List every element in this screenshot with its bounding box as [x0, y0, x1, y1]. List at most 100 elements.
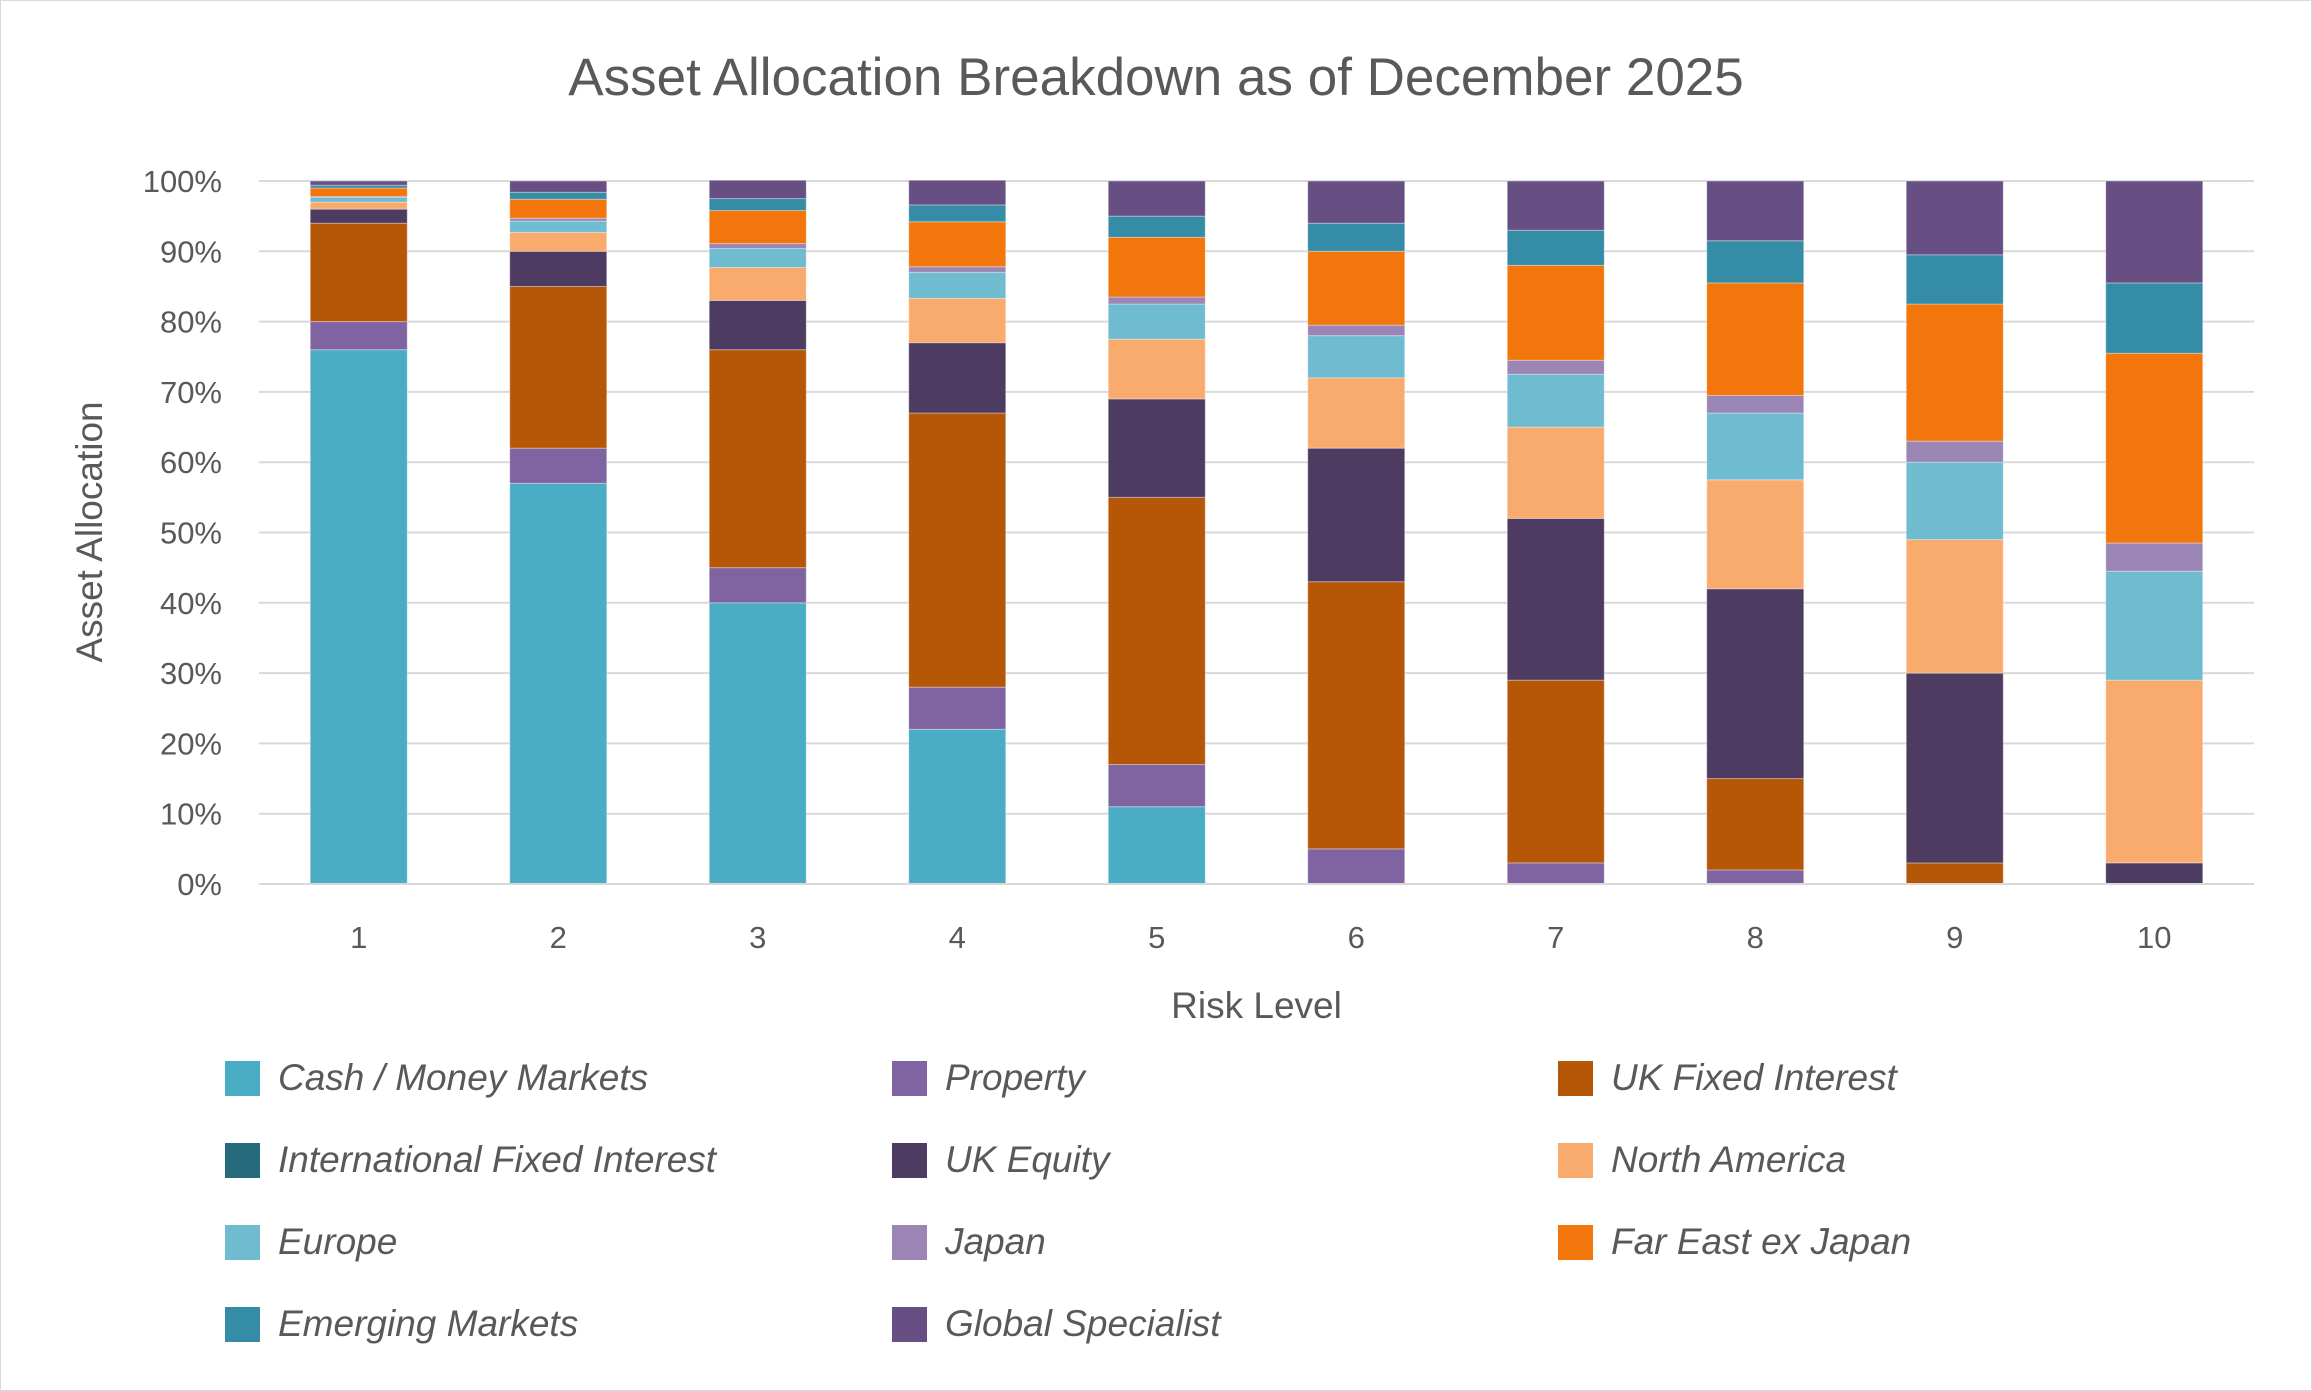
bar-segment-emerging-markets-4	[908, 204, 1007, 223]
bar-segment-global-specialist-5	[1107, 180, 1206, 217]
bar-segment-europe-9	[1905, 461, 2004, 541]
y-tick-label: 0%	[177, 867, 222, 902]
bar-segment-uk-fixed-interest-6	[1307, 581, 1406, 850]
x-axis-label: Risk Level	[1171, 985, 1342, 1026]
bar-segment-uk-equity-3	[708, 300, 807, 351]
x-tick-label: 8	[1747, 920, 1764, 955]
x-tick-label: 9	[1946, 920, 1963, 955]
bar-segment-cash-money-markets-4	[908, 728, 1007, 885]
legend-label: International Fixed Interest	[278, 1139, 717, 1180]
bar-segment-north-america-7	[1506, 426, 1605, 519]
legend-item: Emerging Markets	[225, 1303, 578, 1345]
y-tick-label: 70%	[160, 375, 222, 410]
bar-segment-uk-equity-9	[1905, 672, 2004, 864]
bar-segment-uk-equity-8	[1706, 588, 1805, 780]
bar-segment-europe-2	[509, 220, 608, 233]
bar-segment-property-5	[1107, 763, 1206, 808]
legend-item: UK Equity	[892, 1139, 1110, 1181]
bar-segment-uk-equity-5	[1107, 398, 1206, 498]
bar-segment-japan-8	[1706, 394, 1805, 414]
bar-segment-europe-1	[309, 196, 408, 203]
bar-segment-property-8	[1706, 869, 1805, 885]
legend-label: UK Fixed Interest	[1611, 1057, 1897, 1098]
bar-segment-japan-6	[1307, 324, 1406, 337]
y-tick-label: 20%	[160, 726, 222, 761]
legend-swatch	[1558, 1224, 1593, 1260]
bar-segment-north-america-4	[908, 297, 1007, 344]
y-tick-label: 40%	[160, 586, 222, 621]
bar-segment-north-america-5	[1107, 338, 1206, 400]
legend-swatch	[225, 1306, 260, 1342]
y-tick-label: 50%	[160, 516, 222, 551]
y-tick-label: 100%	[143, 164, 222, 199]
bar-segment-global-specialist-3	[708, 179, 807, 200]
bar-segment-uk-fixed-interest-9	[1905, 862, 2004, 885]
bar-segment-cash-money-markets-3	[708, 602, 807, 885]
bar-segment-europe-6	[1307, 335, 1406, 379]
bar-segment-europe-3	[708, 247, 807, 268]
legend-swatch	[1558, 1142, 1593, 1178]
legend-label: Cash / Money Markets	[278, 1057, 649, 1098]
legend-item: UK Fixed Interest	[1558, 1057, 1897, 1099]
legend-label: Europe	[278, 1221, 398, 1262]
bar-segment-global-specialist-2	[509, 180, 608, 193]
legend-swatch	[225, 1224, 260, 1260]
bar-segment-japan-5	[1107, 296, 1206, 305]
bar-segment-uk-fixed-interest-3	[708, 349, 807, 569]
bar-segment-uk-equity-2	[509, 250, 608, 287]
legend-swatch	[225, 1142, 260, 1178]
bar-segment-uk-equity-4	[908, 342, 1007, 414]
legend-label: Japan	[945, 1221, 1046, 1262]
bar-segment-europe-7	[1506, 373, 1605, 428]
y-tick-label: 80%	[160, 305, 222, 340]
bar-segment-uk-fixed-interest-8	[1706, 778, 1805, 871]
bar-segment-far-east-ex-japan-1	[309, 187, 408, 197]
chart-title: Asset Allocation Breakdown as of Decembe…	[568, 48, 1744, 107]
bar-segment-far-east-ex-japan-5	[1107, 236, 1206, 298]
legend-swatch	[1558, 1060, 1593, 1096]
x-tick-label: 3	[749, 920, 766, 955]
bar-segment-north-america-3	[708, 266, 807, 302]
legend-item: Japan	[892, 1221, 1046, 1263]
legend-label: North America	[1611, 1139, 1847, 1180]
x-tick-label: 6	[1348, 920, 1365, 955]
bar-segment-uk-equity-10	[2105, 862, 2204, 885]
legend-label: Emerging Markets	[278, 1303, 579, 1344]
bar-segment-emerging-markets-2	[509, 191, 608, 200]
legend-label: Far East ex Japan	[1611, 1221, 1912, 1262]
bar-segment-north-america-1	[309, 201, 408, 210]
bar-segment-cash-money-markets-5	[1107, 806, 1206, 885]
bar-segment-far-east-ex-japan-7	[1506, 264, 1605, 361]
bar-segment-cash-money-markets-1	[309, 349, 408, 885]
bar-segment-japan-9	[1905, 440, 2004, 463]
x-tick-label: 2	[550, 920, 567, 955]
bar-segment-uk-equity-6	[1307, 447, 1406, 583]
legend-swatch	[892, 1060, 927, 1096]
bar-segment-far-east-ex-japan-8	[1706, 282, 1805, 396]
x-tick-label: 5	[1148, 920, 1165, 955]
bar-segment-japan-10	[2105, 542, 2204, 572]
bar-segment-japan-7	[1506, 359, 1605, 375]
bar-segment-uk-fixed-interest-5	[1107, 496, 1206, 765]
bar-segment-japan-3	[708, 243, 807, 249]
bar-segment-property-2	[509, 447, 608, 484]
bar-segment-far-east-ex-japan-2	[509, 198, 608, 219]
x-tick-label: 4	[949, 920, 966, 955]
bar-segment-europe-10	[2105, 570, 2204, 681]
bar-segment-global-specialist-9	[1905, 180, 2004, 256]
bar-segment-property-4	[908, 686, 1007, 730]
y-tick-label: 10%	[160, 797, 222, 832]
bar-segment-global-specialist-10	[2105, 180, 2204, 284]
bar-segment-property-3	[708, 567, 807, 604]
bar-segment-north-america-8	[1706, 479, 1805, 590]
bar-segment-uk-equity-1	[309, 208, 408, 224]
bar-segment-north-america-6	[1307, 377, 1406, 449]
bar-segment-emerging-markets-6	[1307, 222, 1406, 252]
legend-swatch	[892, 1306, 927, 1342]
bar-segment-emerging-markets-9	[1905, 254, 2004, 305]
bar-segment-europe-8	[1706, 412, 1805, 481]
y-tick-label: 90%	[160, 234, 222, 269]
bar-segment-far-east-ex-japan-4	[908, 221, 1007, 268]
legend-label: Global Specialist	[945, 1303, 1221, 1344]
